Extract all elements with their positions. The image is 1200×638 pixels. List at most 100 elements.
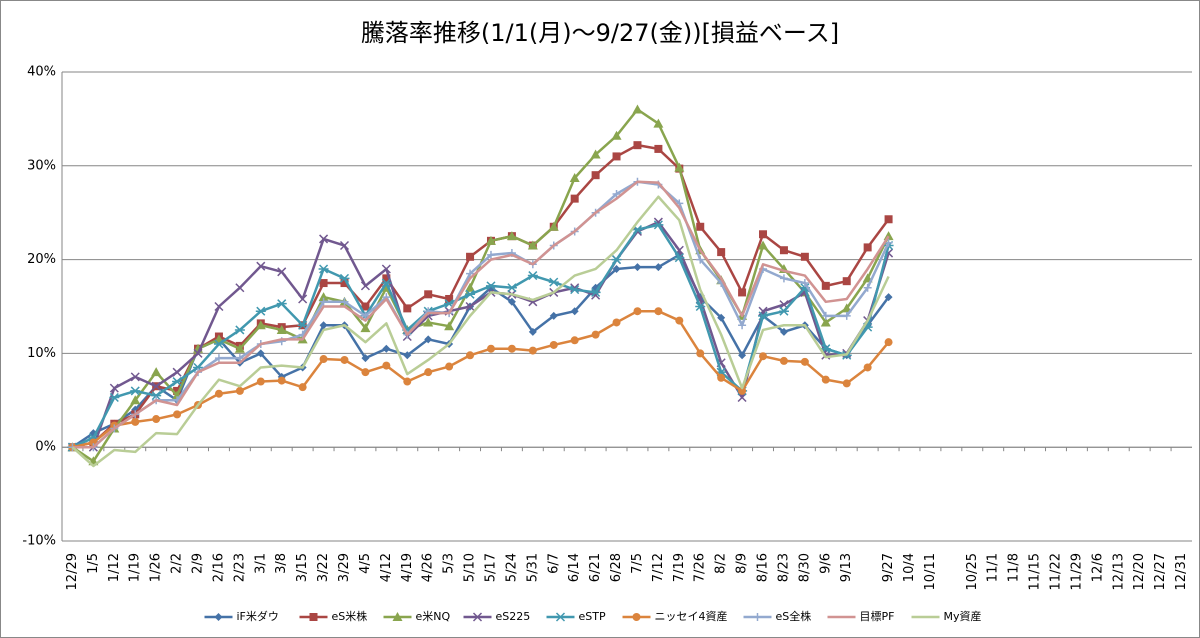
marker [549,311,558,320]
marker [528,346,537,355]
marker [151,381,161,391]
marker [696,255,705,264]
x-tick-label: 2/23 [232,553,247,582]
marker [361,311,370,320]
marker [403,351,412,360]
series [68,307,893,452]
marker [863,363,872,372]
marker [821,281,830,290]
marker [109,392,120,403]
marker [821,375,830,384]
marker [381,278,392,288]
marker [382,274,391,283]
marker [173,410,182,419]
marker [472,612,483,622]
x-tick-label: 5/17 [483,553,498,582]
marker [424,368,433,377]
marker [213,339,224,349]
y-tick-label: 40% [27,65,56,80]
marker [486,344,495,353]
y-tick-label: 0% [35,440,56,455]
marker [466,269,475,278]
x-tick-label: 3/22 [316,553,331,582]
marker [214,354,223,363]
x-tick-label: 5/10 [463,553,478,582]
marker [445,362,454,371]
marker [256,377,265,386]
marker [403,377,412,386]
marker [151,391,162,401]
marker [555,612,566,622]
marker [884,338,893,347]
marker [842,379,851,388]
marker [569,285,580,295]
marker [863,283,872,292]
legend-label: My資産 [944,610,982,623]
marker [842,277,851,286]
x-tick-label: 12/6 [1090,553,1105,582]
marker [444,321,455,331]
series-line [72,180,890,449]
marker [235,354,244,363]
marker [884,293,893,302]
marker [570,336,579,345]
legend-label: eS225 [496,610,531,623]
marker [753,613,762,621]
marker [506,231,517,241]
x-tick-label: 7/19 [672,553,687,582]
marker [738,288,747,297]
x-tick-label: 9/6 [818,553,833,574]
legend-item: iF米ダウ [204,609,279,623]
legend-item: eS225 [463,610,531,623]
marker [256,349,265,358]
marker [779,274,788,283]
marker [235,386,244,395]
marker [758,311,769,321]
series-line [72,143,890,449]
marker [485,235,496,245]
x-tick-label: 3/29 [337,553,352,582]
marker [424,290,433,299]
x-tick-label: 1/12 [107,553,122,582]
marker [506,283,517,293]
legend-label: eS米株 [332,609,368,623]
x-tick-label: 4/5 [358,553,373,574]
legend-item: My資産 [911,610,982,623]
marker [465,301,475,312]
marker [309,613,318,621]
marker [382,344,391,353]
x-tick-label: 10/4 [902,553,917,582]
marker [297,320,308,330]
x-tick-label: 2/9 [191,553,206,574]
x-tick-label: 8/16 [756,553,771,582]
marker [339,273,350,283]
marker [360,281,370,291]
x-tick-label: 1/5 [86,553,101,574]
marker [298,294,308,304]
marker [717,248,726,257]
marker [884,215,893,224]
x-tick-label: 11/15 [1028,553,1043,590]
x-tick-label: 5/31 [525,553,540,582]
marker [612,189,621,198]
marker [276,299,287,309]
marker [800,252,809,261]
series-line [72,309,890,449]
marker [612,264,621,273]
marker [319,297,328,306]
marker [738,386,747,395]
marker [738,351,747,360]
marker [738,321,747,330]
x-tick-label: 4/12 [379,553,394,582]
x-tick-label: 7/5 [630,553,645,574]
marker [591,330,600,339]
legend-label: e米NQ [416,610,451,623]
marker [800,357,809,366]
legend-item: 目標PF [827,609,894,623]
marker [235,283,245,293]
legend-label: eSTP [579,610,606,623]
x-tick-label: 6/14 [567,553,582,582]
marker [392,612,403,621]
x-tick-label: 8/2 [714,553,729,574]
